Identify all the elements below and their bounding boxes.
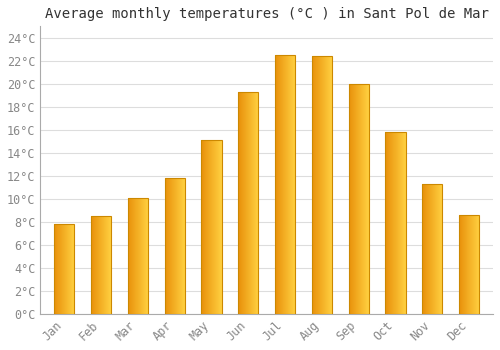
Bar xyxy=(386,132,406,314)
Bar xyxy=(459,215,479,314)
Bar xyxy=(348,84,369,314)
Bar xyxy=(164,178,185,314)
Title: Average monthly temperatures (°C ) in Sant Pol de Mar: Average monthly temperatures (°C ) in Sa… xyxy=(44,7,488,21)
Bar xyxy=(275,55,295,314)
Bar xyxy=(128,198,148,314)
Bar xyxy=(238,92,258,314)
Bar xyxy=(202,140,222,314)
Bar xyxy=(91,216,111,314)
Bar xyxy=(54,224,74,314)
Bar xyxy=(422,184,442,314)
Bar xyxy=(312,56,332,314)
